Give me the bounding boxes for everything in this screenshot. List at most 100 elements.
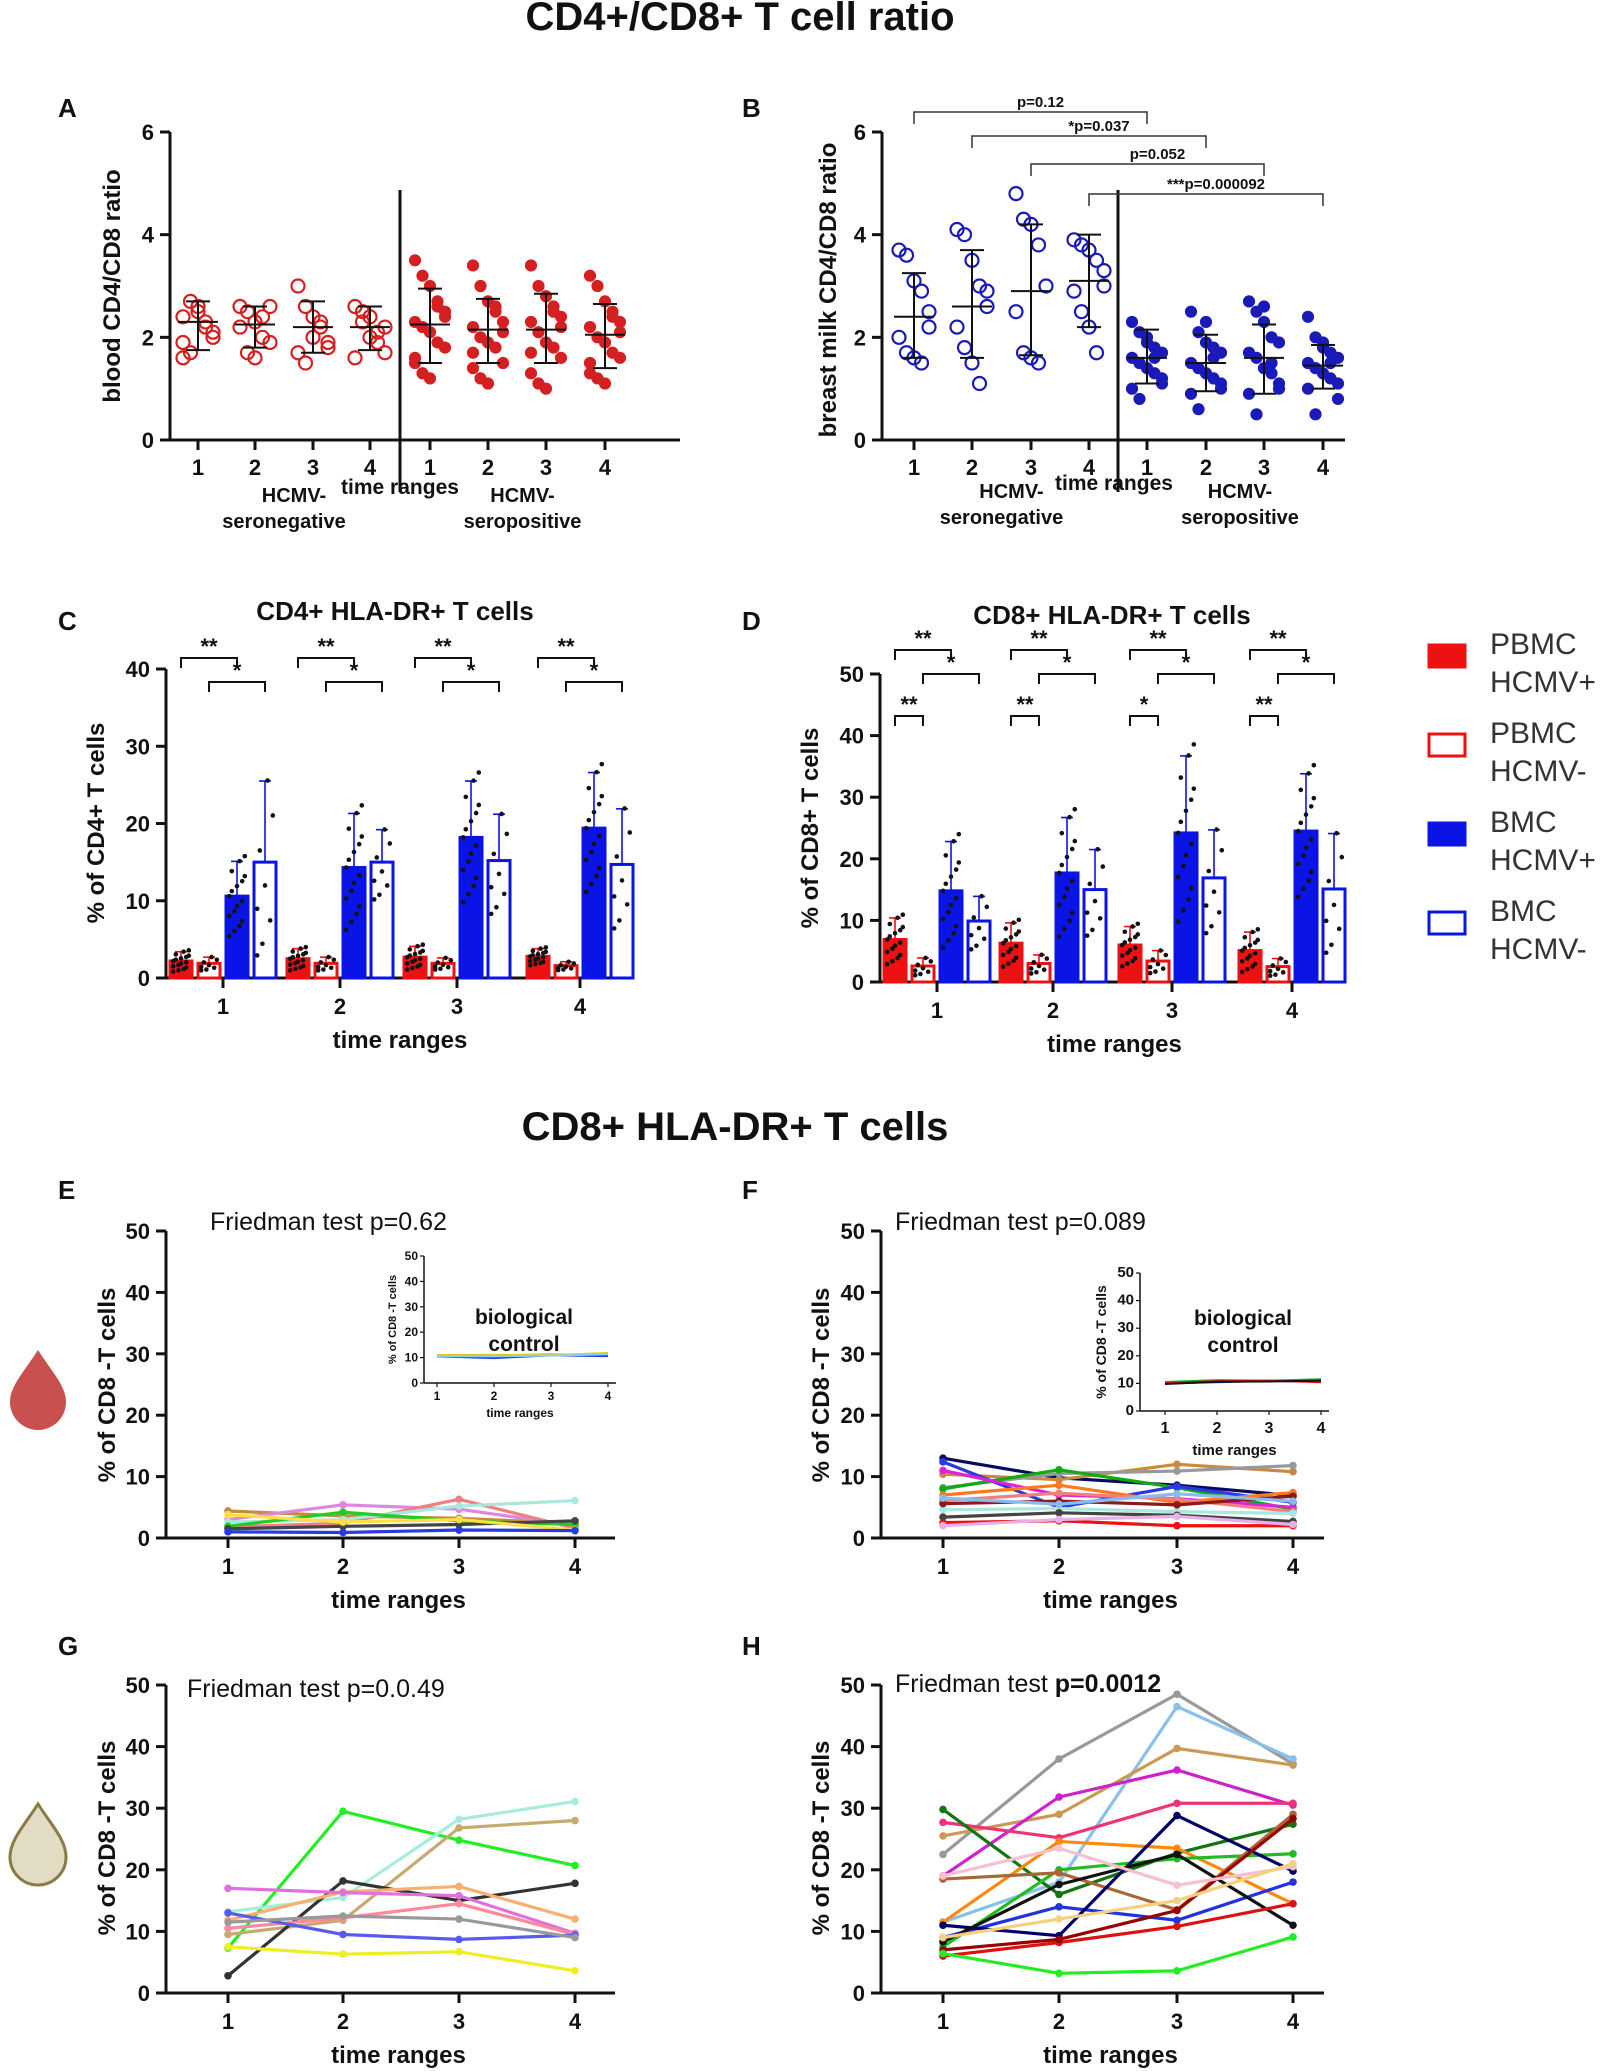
chart-f-y-tick-label: 20 xyxy=(841,1403,865,1428)
x-tick-label: 1 xyxy=(1141,455,1153,480)
series-point xyxy=(1173,1906,1181,1915)
chart-b-y-label: breast milk CD4/CD8 ratio xyxy=(815,143,842,438)
chart-c-cd4-hladr: 0 10 20 30 40 % of CD4+ T cells CD4+ HLA-DR+ T… xyxy=(83,596,635,1054)
data-point xyxy=(501,891,507,897)
series-point xyxy=(1289,1899,1297,1908)
data-point xyxy=(170,958,176,964)
data-point xyxy=(524,259,538,272)
series-line xyxy=(942,1506,1294,1516)
data-point xyxy=(463,794,469,800)
significance-bracket xyxy=(1010,715,1040,726)
inset-y-tick-label: 40 xyxy=(1117,1292,1134,1309)
series-point xyxy=(1055,1500,1063,1509)
data-point xyxy=(1038,278,1054,294)
data-point xyxy=(377,345,393,361)
data-point xyxy=(326,954,331,960)
x-axis-label: time ranges xyxy=(333,1027,468,1054)
series-point xyxy=(1289,1799,1297,1808)
data-point xyxy=(1160,966,1166,971)
data-point xyxy=(1092,898,1098,904)
data-point xyxy=(949,319,965,335)
x-tick-label: 3 xyxy=(1025,455,1037,480)
x-tick-label: 4 xyxy=(1317,455,1330,480)
data-point xyxy=(984,904,990,910)
chart-e-y-tick-label: 0 xyxy=(138,1526,150,1551)
series-point xyxy=(339,1807,347,1816)
data-point xyxy=(915,962,921,968)
data-point xyxy=(535,951,541,957)
chart-d-y-tick-label: 0 xyxy=(852,970,864,995)
inset-y-tick-label: 50 xyxy=(405,1249,419,1263)
data-point xyxy=(415,964,420,969)
data-point xyxy=(1191,786,1197,791)
x-tick-label: 2 xyxy=(249,455,261,480)
data-point xyxy=(471,883,476,889)
data-point xyxy=(1119,942,1125,948)
inset-x-tick-label: 1 xyxy=(434,1389,441,1403)
inset-x-tick-label: 2 xyxy=(1213,1420,1222,1437)
series-point xyxy=(1289,1814,1297,1823)
data-point xyxy=(387,841,393,846)
x-tick-label: 2 xyxy=(1053,1554,1065,1579)
data-point xyxy=(1216,910,1222,915)
data-point xyxy=(1096,263,1112,279)
data-point xyxy=(298,965,303,970)
data-point xyxy=(583,320,597,334)
data-point xyxy=(538,960,543,966)
data-point xyxy=(1127,937,1133,943)
data-point xyxy=(1036,963,1042,969)
data-point xyxy=(1072,806,1078,812)
data-point xyxy=(946,938,951,943)
series-point xyxy=(1289,1761,1297,1769)
data-point xyxy=(351,849,357,855)
series-point xyxy=(1289,1520,1297,1529)
data-point xyxy=(239,878,245,884)
data-point xyxy=(377,892,382,898)
data-point xyxy=(489,341,502,354)
inset-x-tick-label: 4 xyxy=(1317,1420,1326,1437)
inset-series-line xyxy=(436,1353,609,1358)
data-point xyxy=(262,883,268,888)
data-point xyxy=(1132,945,1138,950)
data-point xyxy=(925,969,931,975)
x-axis-label: time ranges xyxy=(1043,1587,1178,1614)
data-point xyxy=(598,377,612,390)
data-point xyxy=(415,943,420,949)
data-point xyxy=(473,875,479,881)
data-point xyxy=(1028,966,1034,971)
panel-letter-g: G xyxy=(58,1631,78,1661)
inset-title: biological xyxy=(1194,1307,1292,1330)
series-point xyxy=(1173,1467,1181,1475)
series-point xyxy=(455,1882,463,1891)
chart-d-y-tick-label: 10 xyxy=(840,908,864,933)
series-point xyxy=(939,1505,947,1514)
series-point xyxy=(939,1949,947,1958)
p-value-label: ***p=0.000092 xyxy=(1167,176,1265,193)
legend-swatch xyxy=(1427,821,1467,847)
series-line xyxy=(227,1528,576,1535)
data-point xyxy=(234,903,240,909)
data-point xyxy=(979,893,984,899)
significance-label: ** xyxy=(1255,692,1273,717)
x-tick-label: 4 xyxy=(599,455,612,480)
data-point xyxy=(460,899,466,905)
series-point xyxy=(1055,1969,1063,1978)
x-tick-label: 3 xyxy=(451,994,463,1019)
friedman-annotation: Friedman test p=0.62 xyxy=(210,1208,447,1236)
chart-f-y-tick-label: 10 xyxy=(841,1465,865,1490)
series-point xyxy=(1055,1902,1063,1911)
series-point xyxy=(1055,1489,1063,1497)
data-point xyxy=(1062,894,1067,900)
data-point xyxy=(527,962,533,968)
data-point xyxy=(466,891,471,897)
x-axis-label: time ranges xyxy=(1055,472,1173,495)
bar xyxy=(252,860,278,980)
data-point xyxy=(440,962,446,968)
data-point xyxy=(1339,854,1345,860)
data-point xyxy=(423,372,437,385)
series-point xyxy=(1289,1461,1297,1470)
data-point xyxy=(1011,920,1016,926)
data-point xyxy=(1030,237,1047,253)
